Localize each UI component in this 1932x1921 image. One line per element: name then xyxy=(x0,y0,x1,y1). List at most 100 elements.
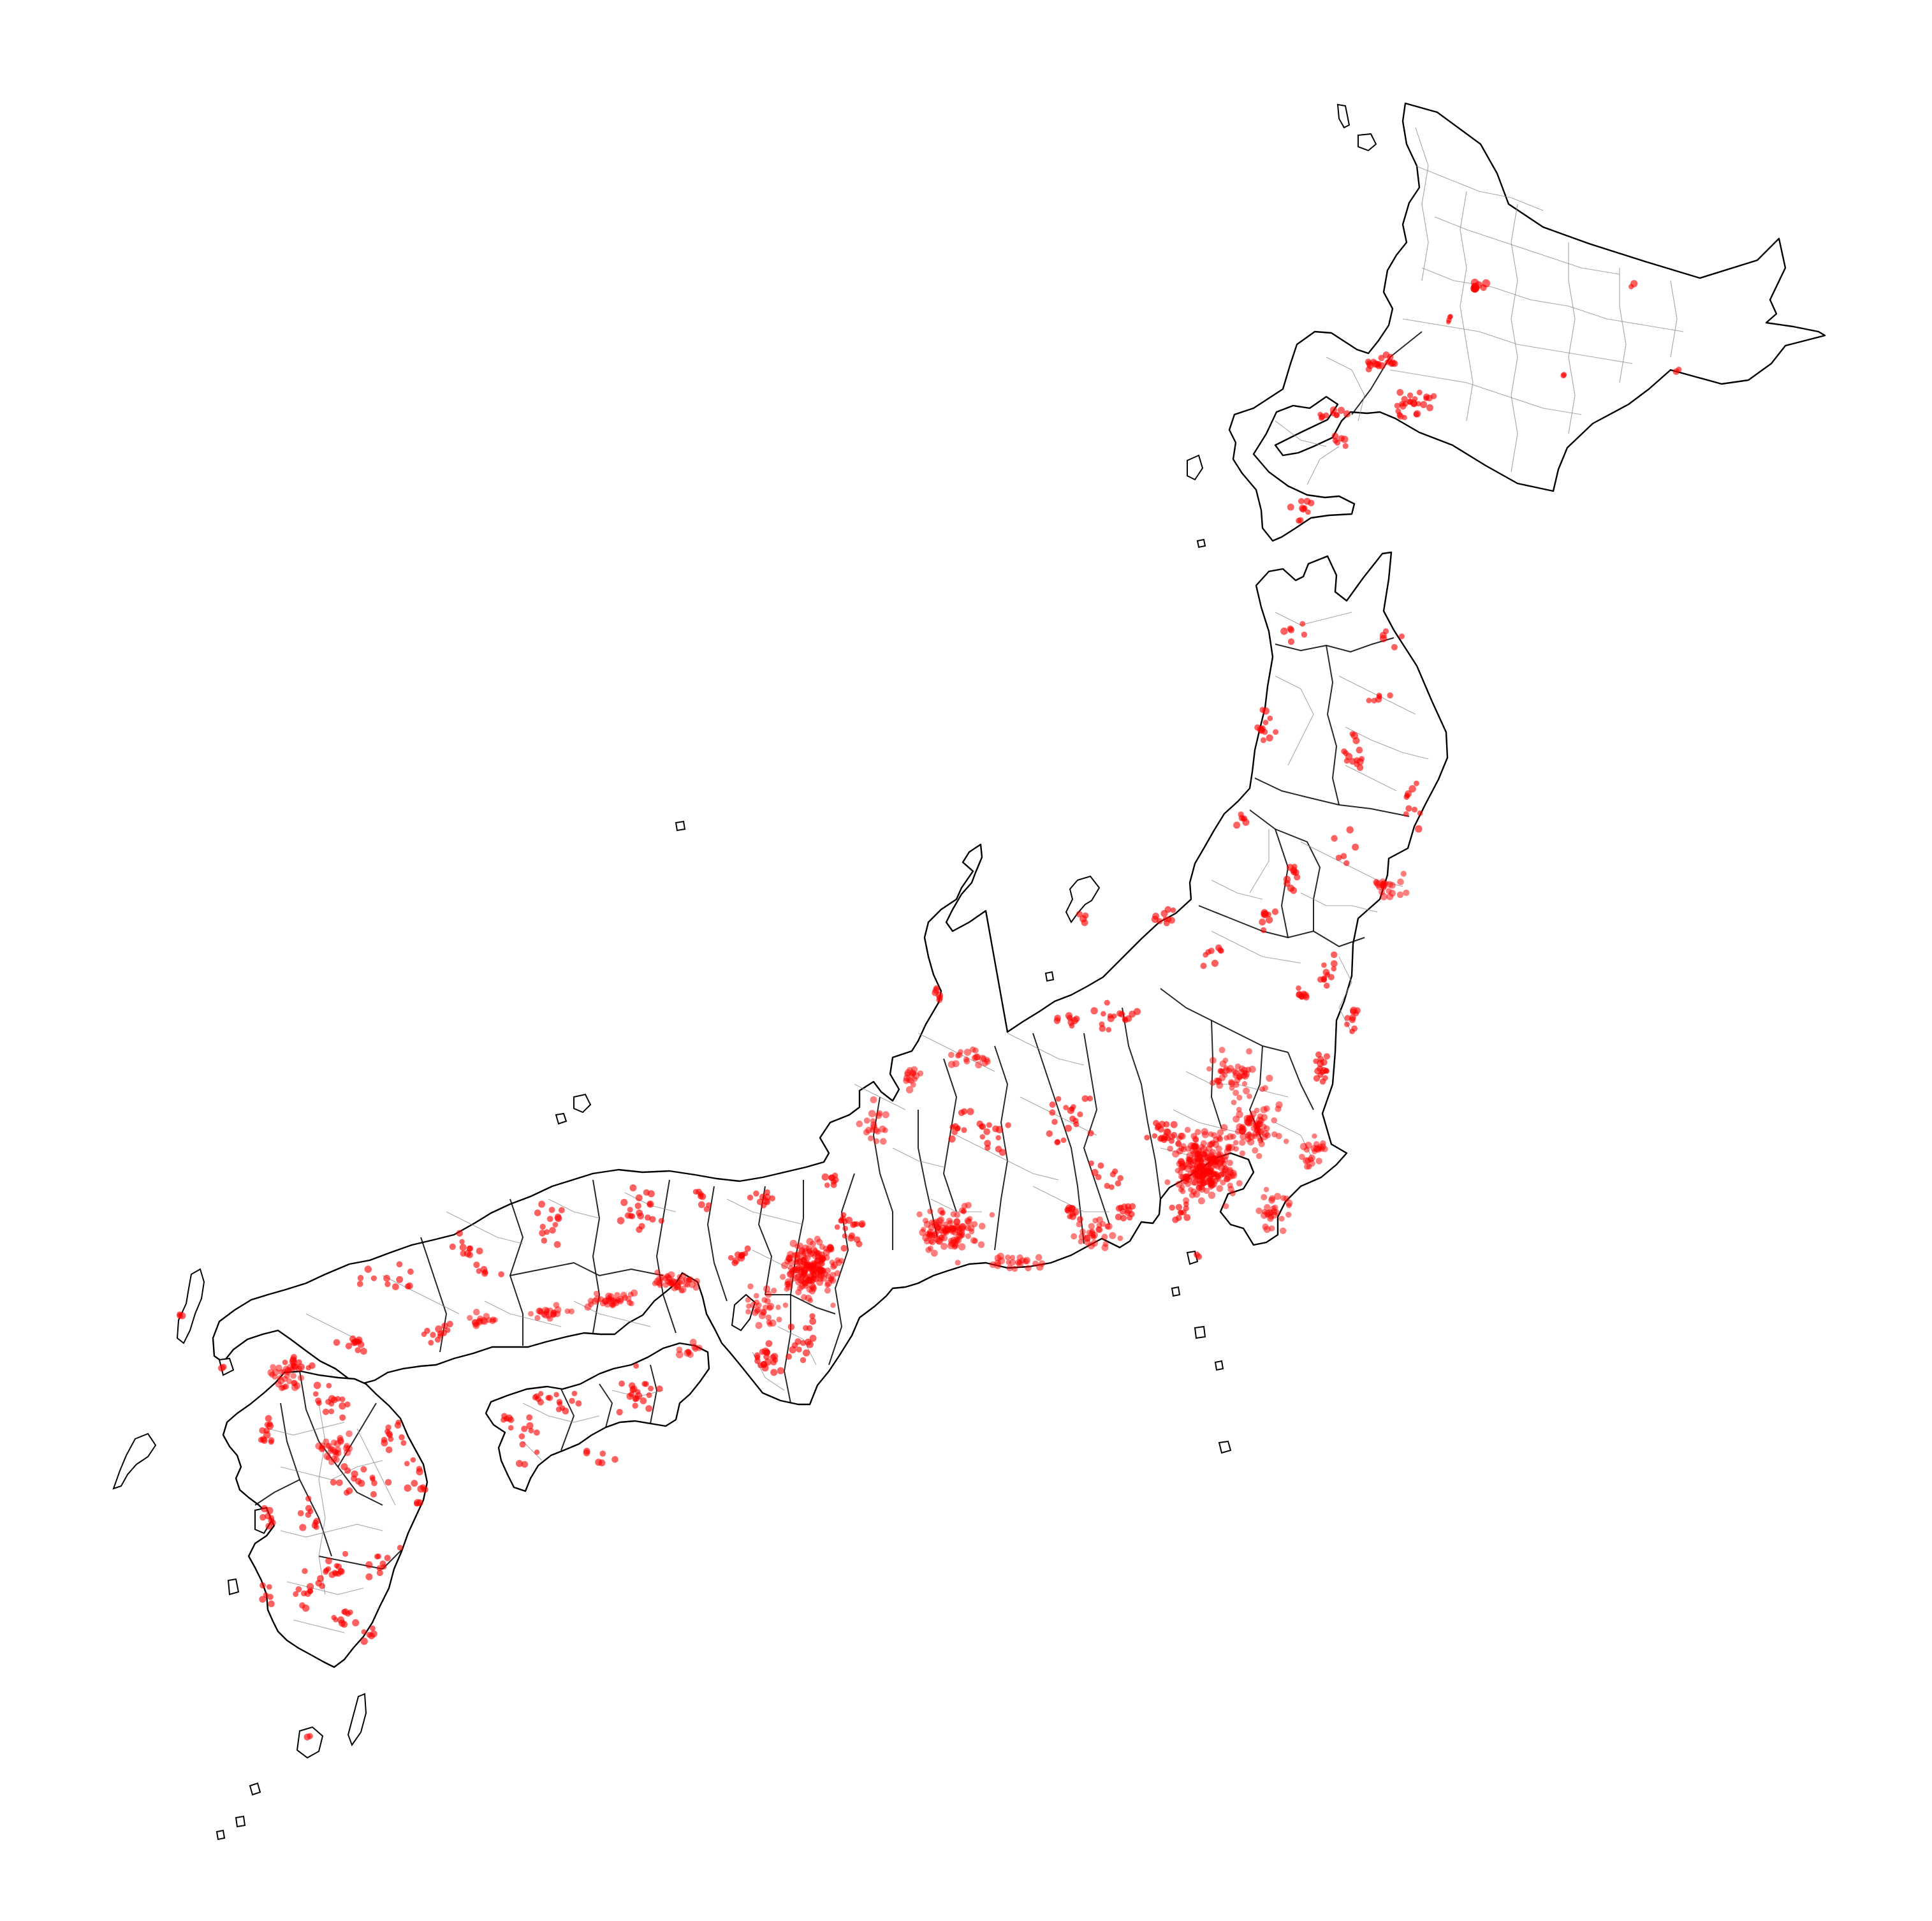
location-marker xyxy=(568,1308,574,1314)
location-marker xyxy=(381,1564,387,1570)
location-marker xyxy=(830,1302,836,1308)
location-marker xyxy=(1303,497,1311,505)
location-marker xyxy=(1169,1204,1175,1211)
location-marker xyxy=(779,1274,786,1280)
location-marker xyxy=(549,1226,556,1234)
location-marker xyxy=(399,1434,405,1441)
location-marker xyxy=(745,1297,751,1303)
location-marker xyxy=(569,1397,575,1404)
location-marker xyxy=(1272,1204,1278,1211)
location-marker xyxy=(994,1262,1002,1269)
location-marker xyxy=(564,1308,571,1314)
location-marker xyxy=(806,1341,814,1348)
location-marker xyxy=(1398,633,1405,640)
location-marker xyxy=(1343,860,1350,867)
location-marker xyxy=(282,1359,288,1365)
location-marker xyxy=(840,1212,847,1218)
location-marker xyxy=(751,1309,759,1316)
location-marker xyxy=(1411,806,1418,813)
location-marker xyxy=(1312,1133,1317,1139)
location-marker xyxy=(1099,1021,1105,1027)
location-marker xyxy=(1343,750,1349,756)
location-marker xyxy=(282,1365,289,1373)
location-marker xyxy=(336,1479,343,1487)
location-marker xyxy=(1183,1201,1189,1207)
location-marker xyxy=(1275,1105,1282,1112)
location-marker xyxy=(1210,1181,1218,1188)
location-marker xyxy=(1196,1158,1201,1163)
location-marker xyxy=(1231,1100,1237,1105)
location-marker xyxy=(1331,432,1339,440)
location-marker xyxy=(1257,1135,1262,1142)
location-marker xyxy=(965,1233,971,1239)
location-marker xyxy=(1269,1195,1276,1202)
location-marker xyxy=(404,1461,410,1467)
location-marker xyxy=(1194,1167,1203,1174)
location-marker xyxy=(266,1584,272,1590)
location-marker xyxy=(1264,1203,1271,1211)
location-marker xyxy=(1414,780,1419,786)
location-marker xyxy=(626,1392,634,1400)
location-marker xyxy=(358,1480,365,1487)
location-marker xyxy=(420,1484,427,1490)
location-marker xyxy=(1236,1075,1243,1081)
location-marker xyxy=(608,1296,614,1302)
location-marker xyxy=(1255,1128,1263,1136)
goto-islands xyxy=(112,1432,157,1490)
location-marker xyxy=(1356,746,1363,754)
location-marker xyxy=(394,1422,402,1429)
location-marker xyxy=(972,1047,979,1054)
shikoku-landmass xyxy=(485,1342,710,1492)
location-marker xyxy=(552,1221,559,1228)
location-marker xyxy=(1386,893,1394,901)
location-marker xyxy=(1261,909,1268,916)
location-marker xyxy=(940,1242,948,1250)
location-marker xyxy=(1391,644,1398,651)
location-marker xyxy=(555,1406,562,1413)
location-marker xyxy=(728,1255,734,1261)
location-marker xyxy=(1290,887,1298,894)
location-marker xyxy=(698,1191,704,1197)
koshiki-islands xyxy=(227,1578,240,1596)
location-marker xyxy=(1206,1066,1212,1072)
location-marker xyxy=(498,1271,504,1277)
location-marker xyxy=(827,1244,834,1251)
location-marker xyxy=(1092,1218,1099,1224)
location-marker xyxy=(1273,729,1279,735)
location-marker xyxy=(1299,1143,1308,1151)
location-marker xyxy=(1082,912,1089,919)
location-marker xyxy=(1261,1194,1268,1201)
location-marker xyxy=(1239,1150,1246,1156)
location-marker xyxy=(1261,1130,1270,1138)
location-marker xyxy=(553,1392,559,1397)
location-marker xyxy=(1036,1263,1044,1271)
location-marker xyxy=(1241,1073,1247,1079)
location-marker xyxy=(1423,395,1429,401)
location-marker xyxy=(1350,1008,1356,1015)
location-marker xyxy=(1359,756,1365,762)
location-marker xyxy=(858,1220,866,1228)
location-marker xyxy=(868,1110,876,1117)
location-marker xyxy=(625,1295,632,1302)
location-marker xyxy=(1055,1139,1061,1145)
location-marker xyxy=(1346,826,1354,834)
location-marker xyxy=(1331,951,1338,959)
location-marker xyxy=(327,1447,334,1454)
location-marker xyxy=(1222,1057,1229,1063)
location-marker xyxy=(312,1520,319,1526)
location-marker xyxy=(1005,1255,1011,1260)
location-marker xyxy=(328,1408,335,1415)
location-marker xyxy=(316,1400,322,1406)
location-marker xyxy=(851,1221,858,1228)
location-marker xyxy=(1342,443,1349,449)
location-marker xyxy=(430,1332,436,1338)
location-marker xyxy=(325,1566,332,1572)
location-marker xyxy=(1197,1197,1205,1205)
location-marker xyxy=(1185,1159,1192,1165)
location-marker xyxy=(397,1545,404,1551)
location-marker xyxy=(763,1285,770,1293)
location-marker xyxy=(1259,918,1266,926)
location-marker xyxy=(406,1282,413,1290)
location-marker xyxy=(1087,1095,1094,1101)
location-marker xyxy=(1218,1047,1226,1054)
